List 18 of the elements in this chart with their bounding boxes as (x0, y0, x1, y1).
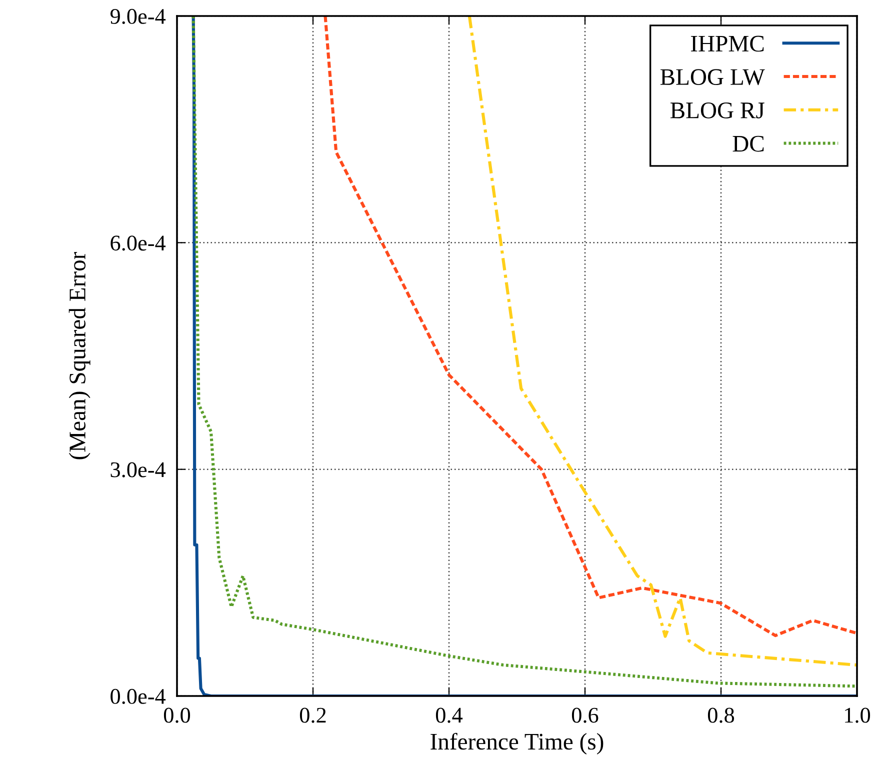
x-tick-label: 1.0 (845, 708, 870, 723)
x-tick-label: 0.2 (300, 708, 326, 723)
y-tick-label: 3.0e-4 (110, 462, 166, 478)
y-tick-label: 6.0e-4 (110, 236, 166, 251)
x-tick-label: 0.0 (164, 708, 190, 723)
y-axis-title: (Mean) Squared Error (68, 252, 90, 460)
x-tick-label: 0.6 (572, 708, 598, 723)
x-axis-title: Inference Time (s) (430, 732, 604, 754)
line-series (324, 16, 857, 638)
line-series (468, 16, 857, 667)
legend-label: BLOG LW (660, 69, 765, 86)
y-tick-label: 0.0e-4 (110, 688, 166, 704)
legend-label: IHPMC (690, 36, 764, 52)
x-tick-label: 0.8 (708, 708, 734, 723)
x-tick-label: 0.4 (436, 708, 463, 723)
legend-label: BLOG RJ (670, 102, 764, 118)
y-tick-label: 9.0e-4 (110, 8, 166, 24)
legend-label: DC (732, 136, 764, 152)
